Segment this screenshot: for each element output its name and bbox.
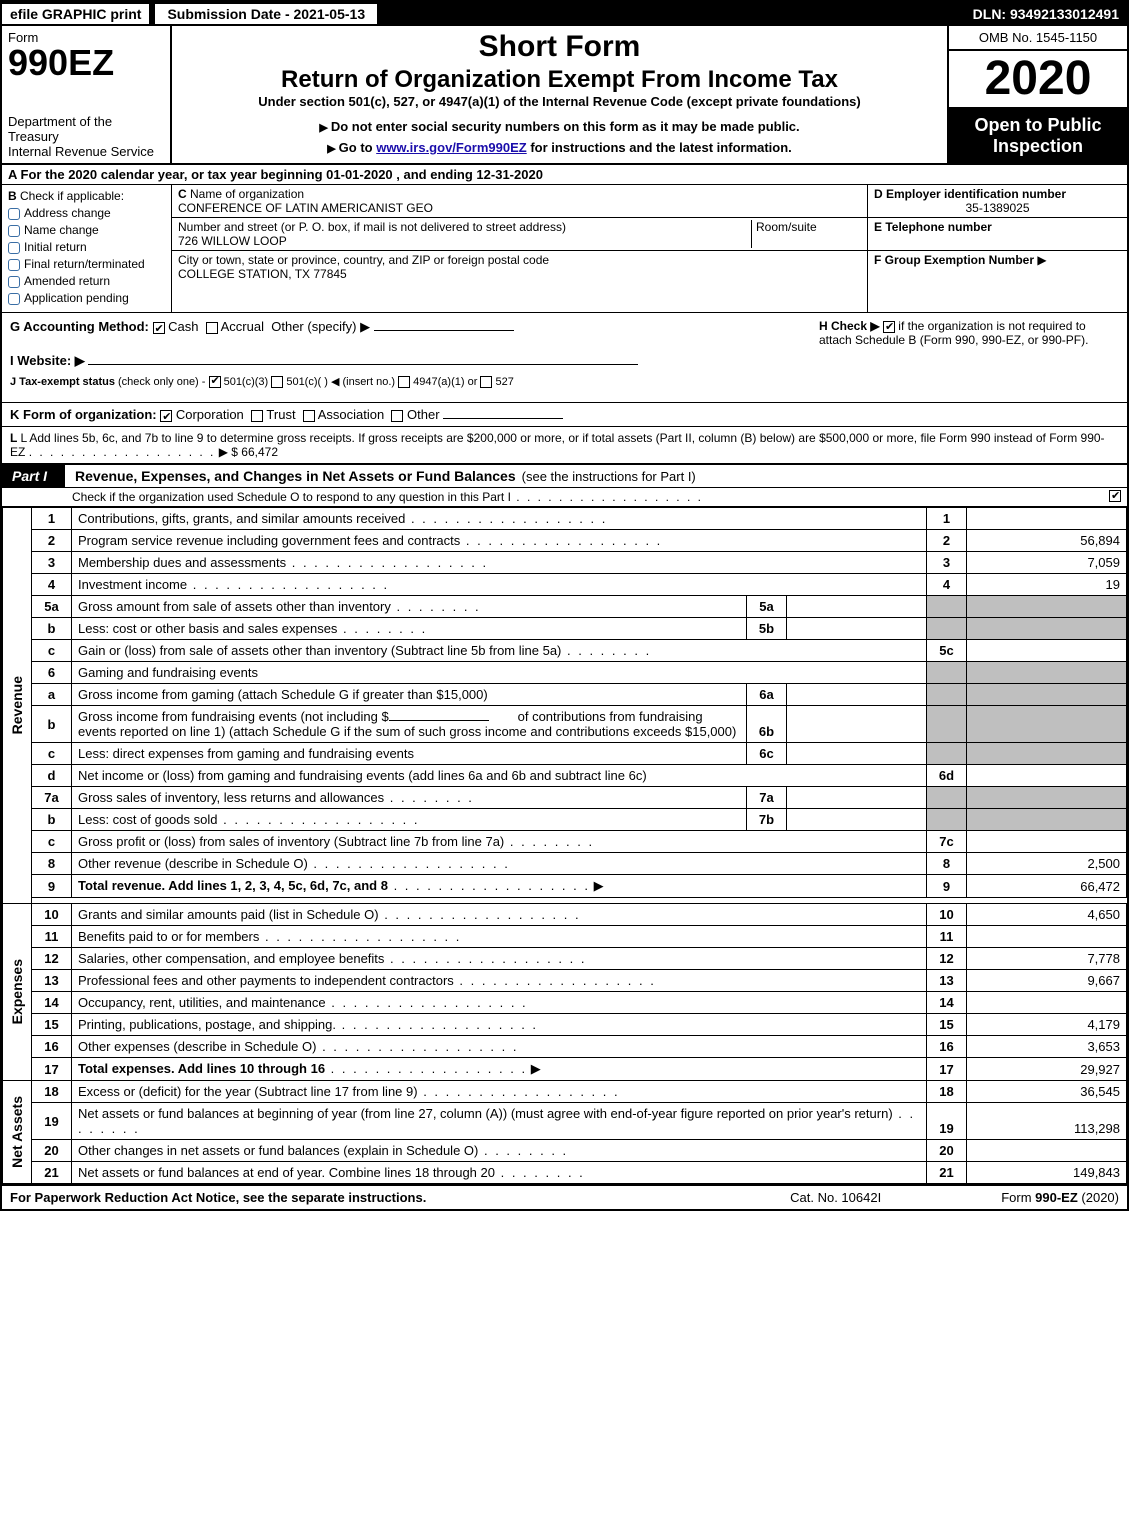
subtitle: Under section 501(c), 527, or 4947(a)(1)… <box>180 94 939 109</box>
cb-schedule-b[interactable] <box>883 321 895 333</box>
tax-year: 2020 <box>949 51 1127 109</box>
line-l: L L Add lines 5b, 6c, and 7b to line 9 t… <box>2 427 1127 465</box>
lines-table: Revenue 1 Contributions, gifts, grants, … <box>2 507 1127 1184</box>
line-5c: cGain or (loss) from sale of assets othe… <box>3 640 1127 662</box>
header-middle: Short Form Return of Organization Exempt… <box>172 26 947 163</box>
line-17: 17Total expenses. Add lines 10 through 1… <box>3 1058 1127 1081</box>
cat-no: Cat. No. 10642I <box>790 1190 881 1205</box>
dln-label: DLN: 93492133012491 <box>965 6 1127 22</box>
line-8: 8Other revenue (describe in Schedule O)8… <box>3 853 1127 875</box>
cb-amended-return[interactable]: Amended return <box>8 274 165 288</box>
cb-accrual[interactable] <box>206 322 218 334</box>
cb-501c3[interactable] <box>209 376 221 388</box>
gross-receipts: $ 66,472 <box>231 445 278 459</box>
line-5b: bLess: cost or other basis and sales exp… <box>3 618 1127 640</box>
city-state-zip: COLLEGE STATION, TX 77845 <box>178 267 347 281</box>
line-16: 16Other expenses (describe in Schedule O… <box>3 1036 1127 1058</box>
period-line: A For the 2020 calendar year, or tax yea… <box>2 165 1127 185</box>
address-block: B Check if applicable: Address change Na… <box>2 185 1127 313</box>
line-6: 6Gaming and fundraising events <box>3 662 1127 684</box>
line-k: K Form of organization: Corporation Trus… <box>2 403 1127 427</box>
line-9: 9Total revenue. Add lines 1, 2, 3, 4, 5c… <box>3 875 1127 898</box>
ssn-note: Do not enter social security numbers on … <box>180 119 939 134</box>
org-name: CONFERENCE OF LATIN AMERICANIST GEO <box>178 201 433 215</box>
omb-number: OMB No. 1545-1150 <box>949 26 1127 51</box>
irs-label: Internal Revenue Service <box>8 144 164 159</box>
form-footer: For Paperwork Reduction Act Notice, see … <box>2 1184 1127 1209</box>
line-6d: dNet income or (loss) from gaming and fu… <box>3 765 1127 787</box>
line-6b: bGross income from fundraising events (n… <box>3 706 1127 743</box>
part1-header: Part I Revenue, Expenses, and Changes in… <box>2 465 1127 488</box>
line-20: 20Other changes in net assets or fund ba… <box>3 1140 1127 1162</box>
open-public: Open to Public Inspection <box>949 109 1127 163</box>
box-c: C Name of organization CONFERENCE OF LAT… <box>172 185 867 312</box>
line-6a: aGross income from gaming (attach Schedu… <box>3 684 1127 706</box>
cb-cash[interactable] <box>153 322 165 334</box>
goto-note: Go to www.irs.gov/Form990EZ for instruct… <box>180 140 939 155</box>
top-bar: efile GRAPHIC print Submission Date - 20… <box>2 2 1127 26</box>
cb-trust[interactable] <box>251 410 263 422</box>
cb-initial-return[interactable]: Initial return <box>8 240 165 254</box>
line-7b: bLess: cost of goods sold7b <box>3 809 1127 831</box>
line-10: Expenses 10Grants and similar amounts pa… <box>3 904 1127 926</box>
cb-address-change[interactable]: Address change <box>8 206 165 220</box>
cb-corporation[interactable] <box>160 410 172 422</box>
line-19: 19Net assets or fund balances at beginni… <box>3 1103 1127 1140</box>
cb-application-pending[interactable]: Application pending <box>8 291 165 305</box>
form-header: Form 990EZ Department of the Treasury In… <box>2 26 1127 165</box>
line-h: H Check ▶ if the organization is not req… <box>819 319 1119 347</box>
box-def: D Employer identification number 35-1389… <box>867 185 1127 312</box>
header-right: OMB No. 1545-1150 2020 Open to Public In… <box>947 26 1127 163</box>
form-990ez: efile GRAPHIC print Submission Date - 20… <box>0 0 1129 1211</box>
line-13: 13Professional fees and other payments t… <box>3 970 1127 992</box>
line-4: 4Investment income419 <box>3 574 1127 596</box>
line-5a: 5aGross amount from sale of assets other… <box>3 596 1127 618</box>
cb-name-change[interactable]: Name change <box>8 223 165 237</box>
line-18: Net Assets 18Excess or (deficit) for the… <box>3 1081 1127 1103</box>
line-12: 12Salaries, other compensation, and empl… <box>3 948 1127 970</box>
cb-501c[interactable] <box>271 376 283 388</box>
box-b: B Check if applicable: Address change Na… <box>2 185 172 312</box>
part-tag: Part I <box>2 465 65 487</box>
submission-date: Submission Date - 2021-05-13 <box>153 2 379 26</box>
line-11: 11Benefits paid to or for members11 <box>3 926 1127 948</box>
cb-4947[interactable] <box>398 376 410 388</box>
irs-link[interactable]: www.irs.gov/Form990EZ <box>376 140 527 155</box>
line-15: 15Printing, publications, postage, and s… <box>3 1014 1127 1036</box>
ghij-block: G Accounting Method: Cash Accrual Other … <box>2 313 1127 403</box>
line-7a: 7aGross sales of inventory, less returns… <box>3 787 1127 809</box>
form-number: 990EZ <box>8 45 164 81</box>
line-7c: cGross profit or (loss) from sales of in… <box>3 831 1127 853</box>
line-j: J Tax-exempt status (check only one) - 5… <box>10 375 1119 388</box>
paperwork-notice: For Paperwork Reduction Act Notice, see … <box>10 1190 790 1205</box>
line-21: 21Net assets or fund balances at end of … <box>3 1162 1127 1184</box>
dept-label: Department of the Treasury <box>8 114 164 144</box>
header-left: Form 990EZ Department of the Treasury In… <box>2 26 172 163</box>
line-3: 3Membership dues and assessments37,059 <box>3 552 1127 574</box>
line-14: 14Occupancy, rent, utilities, and mainte… <box>3 992 1127 1014</box>
cb-other[interactable] <box>391 410 403 422</box>
short-form-title: Short Form <box>180 30 939 64</box>
street-address: 726 WILLOW LOOP <box>178 234 287 248</box>
return-title: Return of Organization Exempt From Incom… <box>180 66 939 94</box>
cb-association[interactable] <box>303 410 315 422</box>
cb-schedule-o[interactable] <box>1109 490 1121 502</box>
cb-527[interactable] <box>480 376 492 388</box>
ein: 35-1389025 <box>874 201 1121 215</box>
part1-check-note: Check if the organization used Schedule … <box>2 488 1127 507</box>
cb-final-return[interactable]: Final return/terminated <box>8 257 165 271</box>
line-1: Revenue 1 Contributions, gifts, grants, … <box>3 508 1127 530</box>
line-6c: cLess: direct expenses from gaming and f… <box>3 743 1127 765</box>
line-i: I Website: ▶ <box>10 353 1119 369</box>
line-2: 2Program service revenue including gover… <box>3 530 1127 552</box>
efile-label[interactable]: efile GRAPHIC print <box>2 4 149 24</box>
